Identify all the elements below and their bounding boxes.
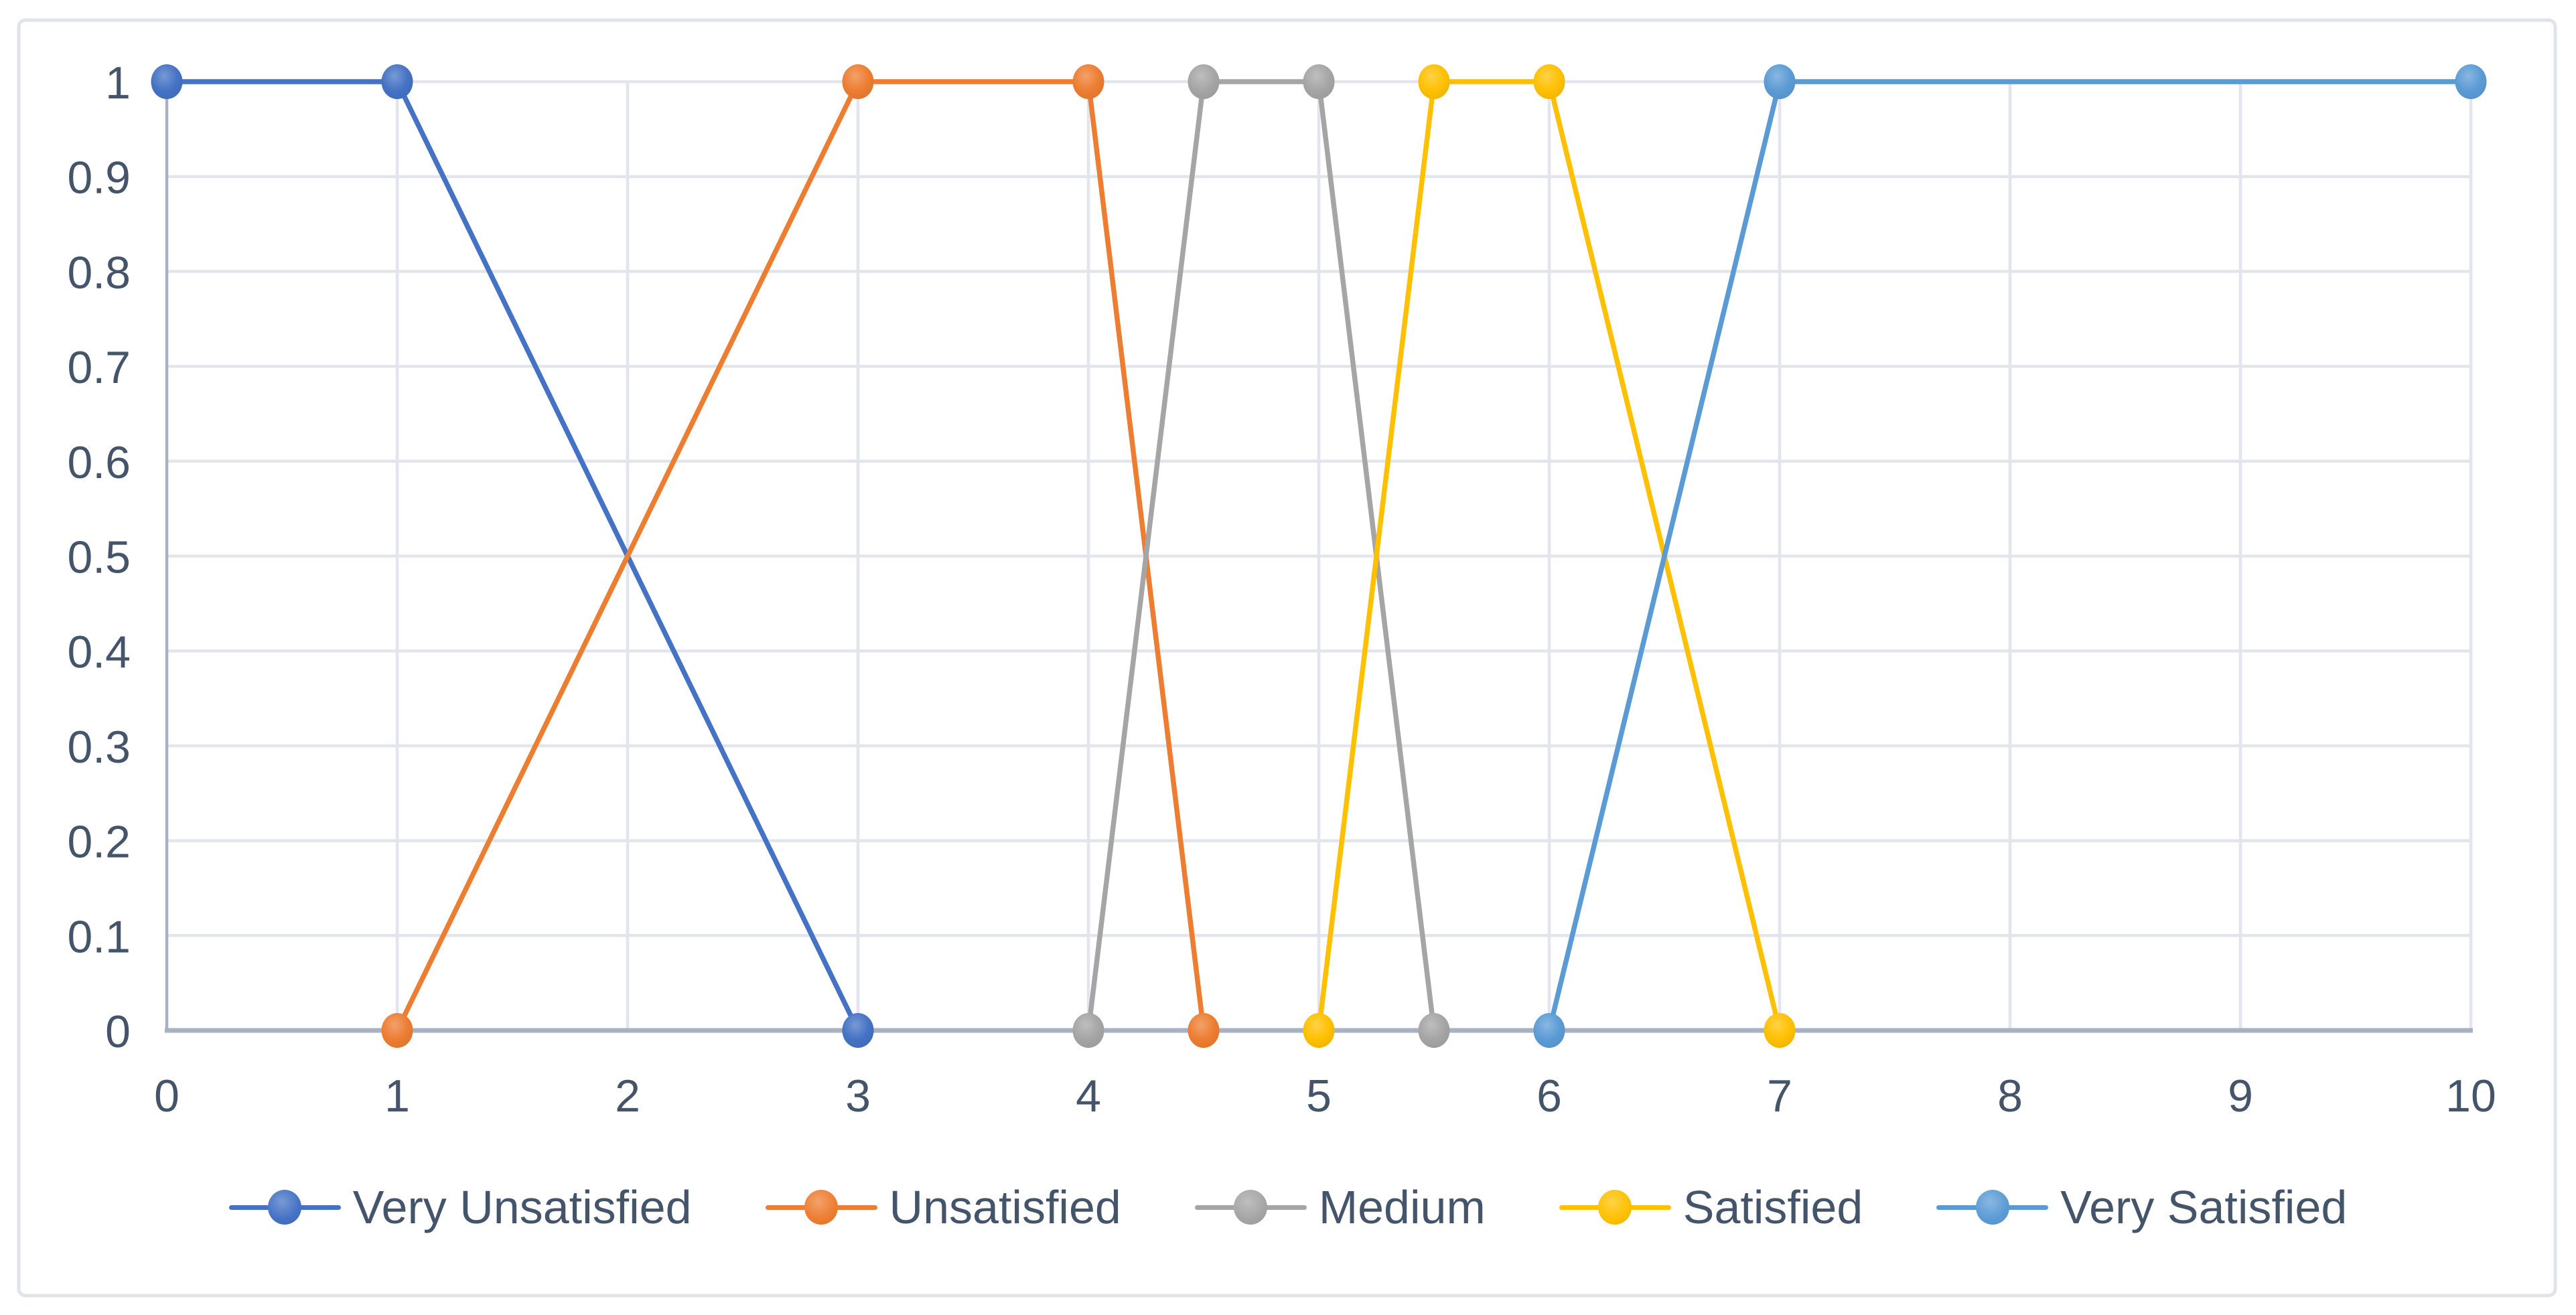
x-tick-label: 0 [154, 1071, 180, 1121]
y-tick-label: 0.8 [67, 247, 131, 298]
y-tick-label: 0.9 [67, 153, 131, 204]
legend-swatch-very-satisfied [1936, 1184, 2049, 1231]
legend-swatch-medium [1194, 1184, 1307, 1231]
data-marker-very-satisfied [1533, 1013, 1565, 1048]
data-marker-satisfied [1533, 64, 1565, 99]
data-marker-very-satisfied [2455, 64, 2487, 99]
x-tick-label: 5 [1306, 1071, 1332, 1121]
legend-item-satisfied: Satisfied [1559, 1184, 1863, 1231]
data-marker-very-unsatisfied [842, 1013, 874, 1048]
data-marker-medium [1188, 64, 1220, 99]
x-tick-label: 7 [1767, 1071, 1792, 1121]
legend-marker-icon [268, 1190, 302, 1225]
y-tick-label: 0.5 [67, 532, 131, 583]
y-tick-label: 0.2 [67, 817, 131, 868]
x-tick-label: 10 [2445, 1071, 2496, 1121]
legend-marker-icon [1975, 1190, 2009, 1225]
x-tick-label: 6 [1536, 1071, 1562, 1121]
legend-label: Very Unsatisfied [352, 1181, 692, 1233]
y-tick-label: 0.6 [67, 437, 131, 488]
data-marker-satisfied [1303, 1013, 1335, 1048]
data-marker-unsatisfied [1188, 1013, 1220, 1048]
legend-label: Medium [1318, 1181, 1486, 1233]
y-tick-label: 1 [105, 58, 131, 108]
x-tick-label: 2 [615, 1071, 640, 1121]
legend-item-very-satisfied: Very Satisfied [1936, 1184, 2347, 1231]
x-tick-label: 9 [2228, 1071, 2253, 1121]
data-marker-medium [1303, 64, 1335, 99]
data-marker-medium [1072, 1013, 1104, 1048]
data-marker-unsatisfied [1072, 64, 1104, 99]
x-tick-label: 1 [384, 1071, 410, 1121]
legend-swatch-unsatisfied [765, 1184, 877, 1231]
legend-swatch-satisfied [1559, 1184, 1671, 1231]
legend-marker-icon [1234, 1190, 1268, 1225]
legend-label: Satisfied [1683, 1181, 1863, 1233]
data-marker-very-satisfied [1764, 64, 1796, 99]
data-marker-medium [1418, 1013, 1450, 1048]
data-marker-very-unsatisfied [381, 64, 413, 99]
data-marker-satisfied [1418, 64, 1450, 99]
legend-swatch-very-unsatisfied [228, 1184, 341, 1231]
x-tick-label: 4 [1076, 1071, 1101, 1121]
y-tick-label: 0.4 [67, 627, 131, 678]
data-marker-unsatisfied [381, 1013, 413, 1048]
legend-marker-icon [804, 1190, 839, 1225]
x-tick-label: 8 [1997, 1071, 2023, 1121]
y-tick-label: 0 [105, 1006, 131, 1057]
x-tick-label: 3 [845, 1071, 871, 1121]
data-marker-unsatisfied [842, 64, 874, 99]
legend-marker-icon [1598, 1190, 1632, 1225]
data-marker-very-unsatisfied [151, 64, 183, 99]
legend-label: Unsatisfied [889, 1181, 1121, 1233]
legend-item-medium: Medium [1194, 1181, 1486, 1233]
legend-item-very-unsatisfied: Very Unsatisfied [228, 1181, 692, 1233]
data-marker-satisfied [1764, 1013, 1796, 1048]
legend-item-unsatisfied: Unsatisfied [765, 1181, 1121, 1233]
y-tick-label: 0.7 [67, 342, 131, 393]
legend-label: Very Satisfied [2060, 1181, 2348, 1233]
y-tick-label: 0.3 [67, 722, 131, 773]
chart-legend: Very Unsatisfied Unsatisfied Medium Satisfi… [0, 1184, 2576, 1231]
figure-border [17, 18, 2557, 1298]
y-tick-label: 0.1 [67, 911, 131, 962]
